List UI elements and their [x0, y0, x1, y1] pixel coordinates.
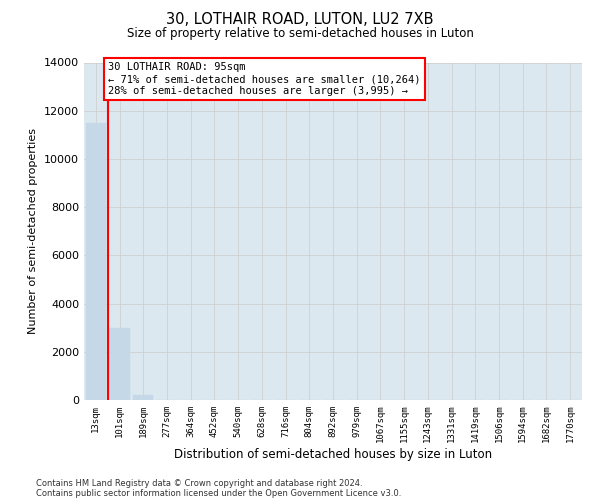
Text: Contains public sector information licensed under the Open Government Licence v3: Contains public sector information licen… — [36, 488, 401, 498]
Y-axis label: Number of semi-detached properties: Number of semi-detached properties — [28, 128, 38, 334]
Bar — [133, 395, 154, 400]
Bar — [86, 123, 106, 400]
Text: Contains HM Land Registry data © Crown copyright and database right 2024.: Contains HM Land Registry data © Crown c… — [36, 478, 362, 488]
X-axis label: Distribution of semi-detached houses by size in Luton: Distribution of semi-detached houses by … — [174, 448, 492, 461]
Text: 30, LOTHAIR ROAD, LUTON, LU2 7XB: 30, LOTHAIR ROAD, LUTON, LU2 7XB — [166, 12, 434, 28]
Text: Size of property relative to semi-detached houses in Luton: Size of property relative to semi-detach… — [127, 28, 473, 40]
Text: 30 LOTHAIR ROAD: 95sqm
← 71% of semi-detached houses are smaller (10,264)
28% of: 30 LOTHAIR ROAD: 95sqm ← 71% of semi-det… — [108, 62, 421, 96]
Bar — [109, 328, 130, 400]
